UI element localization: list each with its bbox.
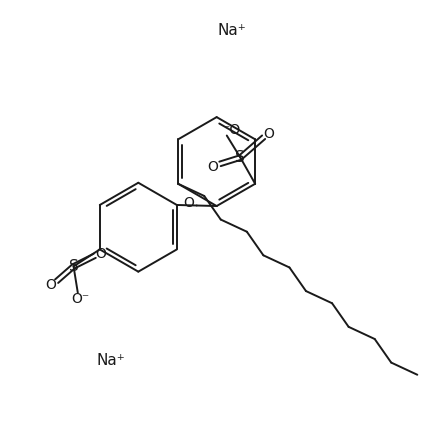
Text: O: O [95, 247, 106, 261]
Text: O⁻: O⁻ [71, 293, 89, 306]
Text: O: O [45, 278, 56, 293]
Text: O: O [263, 127, 274, 141]
Text: O: O [207, 160, 218, 174]
Text: S: S [235, 150, 245, 165]
Text: O: O [184, 196, 194, 210]
Text: ⁻O: ⁻O [222, 124, 240, 137]
Text: S: S [69, 259, 78, 274]
Text: Na⁺: Na⁺ [96, 353, 125, 368]
Text: Na⁺: Na⁺ [217, 23, 246, 38]
